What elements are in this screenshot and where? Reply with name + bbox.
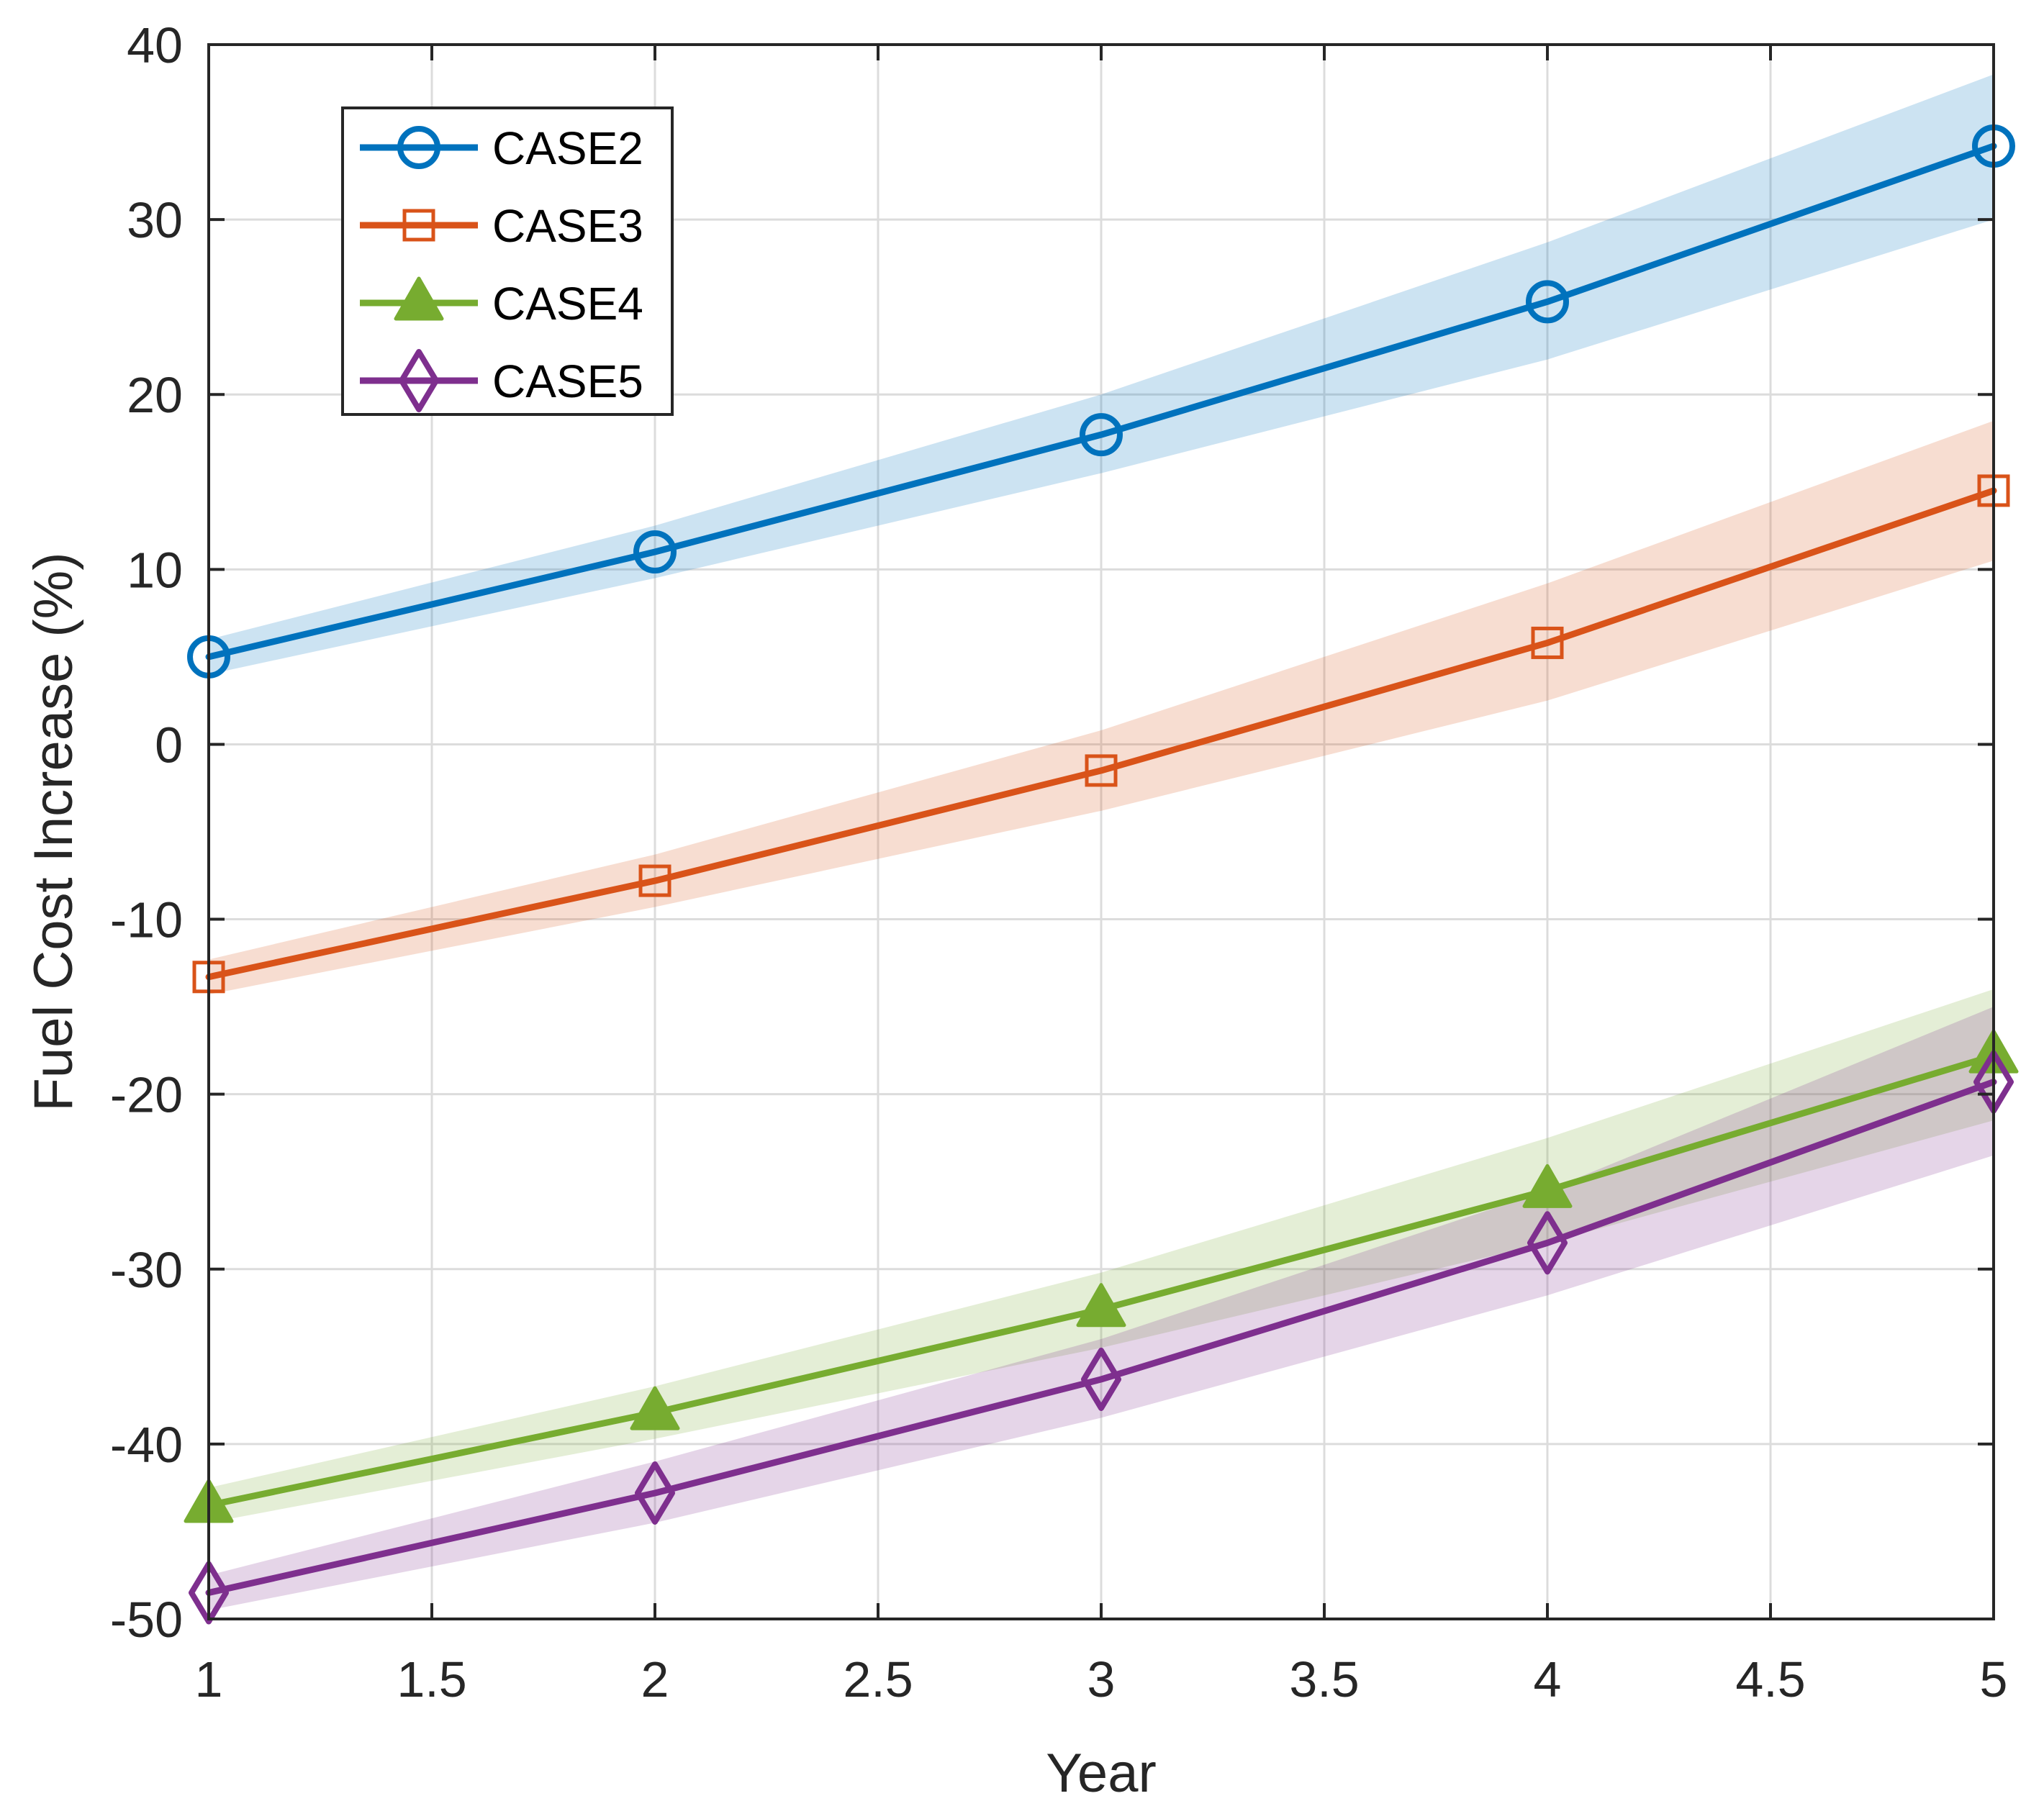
- legend-marker-case4: [394, 276, 444, 321]
- x-tick-label: 2: [641, 1651, 669, 1707]
- x-tick-labels: 1 1.5 2 2.5 3 3.5 4 4.5 5: [195, 1651, 2008, 1707]
- y-tick-label: 10: [127, 542, 183, 598]
- case5-point: [1527, 1211, 1568, 1275]
- case2-point: [1080, 413, 1123, 457]
- y-axis-label: Fuel Cost Increase (%): [23, 552, 84, 1111]
- x-tick-label: 2.5: [843, 1651, 913, 1707]
- legend-box: [341, 106, 674, 416]
- y-tick-label: 40: [127, 17, 183, 73]
- legend-label-case4: CASE4: [492, 278, 643, 330]
- case2-point: [1526, 280, 1569, 324]
- case3-point: [1085, 754, 1118, 787]
- y-tick-label: 0: [155, 717, 183, 773]
- case5-point: [635, 1461, 675, 1525]
- y-tick-labels: 40 30 20 10 0 -10 -20 -30 -40 -50: [110, 17, 183, 1648]
- legend-label-case5: CASE5: [492, 355, 643, 407]
- legend: CASE2 CASE3 CASE4 CASE5: [341, 106, 674, 416]
- y-tick-label: -40: [110, 1417, 183, 1473]
- x-tick-label: 3: [1087, 1651, 1116, 1707]
- x-tick-label: 1: [195, 1651, 223, 1707]
- x-grid: [207, 45, 1995, 1619]
- case5-point: [189, 1561, 229, 1625]
- case4-point: [1522, 1163, 1573, 1208]
- x-tick-label: 3.5: [1289, 1651, 1359, 1707]
- case5-point: [1081, 1347, 1121, 1411]
- x-tick-label: 4.5: [1735, 1651, 1805, 1707]
- x-axis-label: Year: [1046, 1743, 1157, 1804]
- y-tick-label: 30: [127, 192, 183, 248]
- x-tick-label: 4: [1534, 1651, 1562, 1707]
- y-tick-label: -20: [110, 1067, 183, 1123]
- case4-point: [1076, 1283, 1126, 1328]
- y-tick-label: -50: [110, 1592, 183, 1648]
- y-tick-label: 20: [127, 367, 183, 423]
- legend-marker-case2: [397, 126, 440, 169]
- legend-marker-case3: [402, 209, 435, 242]
- case3-point: [638, 864, 671, 897]
- y-tick-label: -10: [110, 892, 183, 948]
- x-tick-label: 1.5: [397, 1651, 466, 1707]
- x-tick-label: 5: [1980, 1651, 2008, 1707]
- case3-point: [1531, 626, 1564, 659]
- case2-point: [633, 530, 677, 574]
- case5-line: [205, 1079, 1997, 1597]
- legend-marker-case5: [399, 349, 439, 412]
- legend-label-case3: CASE3: [492, 200, 643, 252]
- case4-point: [630, 1386, 680, 1430]
- case3-line: [205, 487, 1997, 981]
- legend-label-case2: CASE2: [492, 122, 643, 174]
- case2-line: [205, 142, 1997, 661]
- axis-ticks: [207, 43, 1995, 1620]
- y-tick-label: -30: [110, 1242, 183, 1298]
